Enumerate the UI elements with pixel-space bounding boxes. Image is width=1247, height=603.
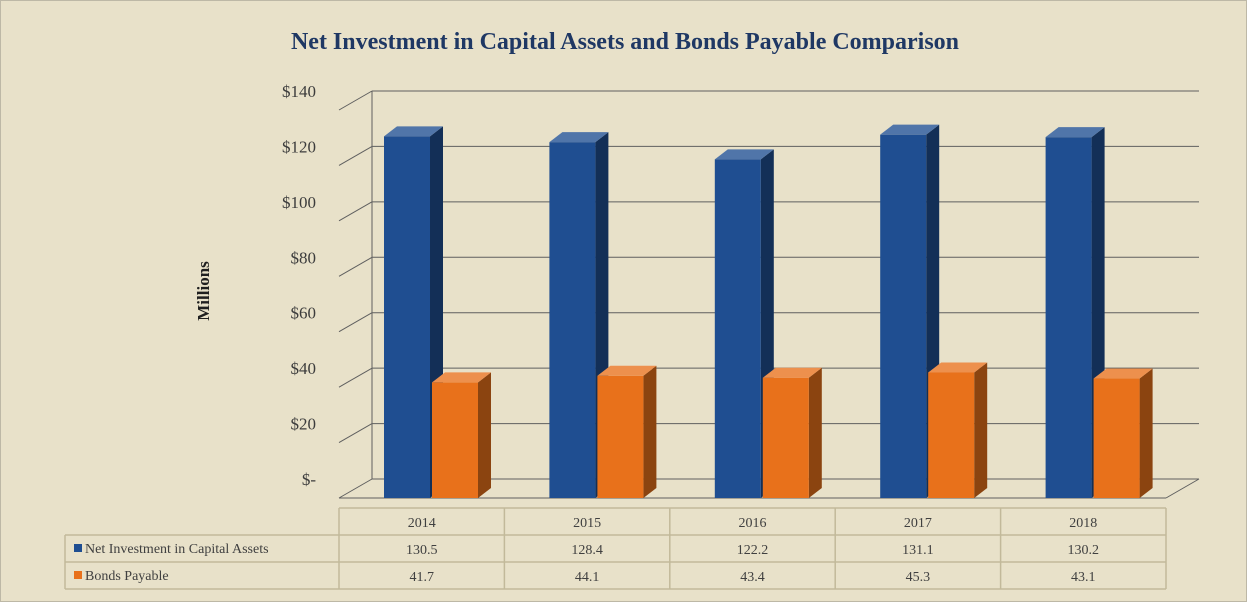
data-label: 41.7 [409, 570, 434, 585]
gridline-side [338, 478, 373, 499]
bar-front [432, 382, 478, 498]
bar-front [549, 142, 596, 499]
bar-side [478, 372, 491, 498]
bar-bonds-payable [1093, 368, 1153, 498]
bar-front [928, 372, 975, 498]
data-label: 43.4 [740, 570, 765, 585]
bar-front [384, 136, 430, 499]
legend-label: Net Investment in Capital Assets [85, 542, 269, 557]
legend-swatch [74, 544, 82, 552]
y-tick-label: $40 [291, 359, 317, 378]
x-tick-label: 2016 [739, 516, 767, 531]
floor-right-edge [1165, 478, 1200, 499]
data-label: 45.3 [906, 570, 931, 585]
data-label: 128.4 [571, 543, 603, 558]
data-label: 130.5 [406, 543, 438, 558]
legend-label: Bonds Payable [85, 569, 169, 584]
y-tick-label: $120 [282, 137, 316, 156]
x-tick-label: 2017 [904, 516, 932, 531]
bar-bonds-payable [597, 365, 657, 498]
y-tick-label: $80 [291, 248, 317, 267]
data-label: 122.2 [737, 543, 769, 558]
data-table: 2014 2015 2016 2017 2018 Net Investment in Ca… [64, 507, 1167, 590]
bar-bonds-payable [432, 372, 491, 498]
bars [384, 124, 1153, 499]
gridline-side [338, 367, 373, 388]
chart-title: Net Investment in Capital Assets and Bon… [291, 29, 959, 55]
y-tick-label: $20 [291, 415, 317, 434]
data-label: 130.2 [1068, 543, 1100, 558]
bar-bonds-payable [928, 362, 988, 498]
gridline-side [338, 90, 373, 111]
x-tick-label: 2018 [1069, 516, 1097, 531]
bar-front [714, 159, 761, 498]
bar-top [928, 362, 988, 373]
y-axis-ticks: $- $20 $40 $60 $80 $100 $120 $140 [282, 82, 316, 489]
data-label: 131.1 [902, 543, 934, 558]
data-label: 43.1 [1071, 570, 1096, 585]
legend-swatch [74, 571, 82, 579]
bar-top [549, 132, 609, 143]
bar-side [808, 367, 822, 498]
bar-front [762, 377, 809, 498]
y-tick-label: $- [302, 470, 317, 489]
bar-top [432, 372, 491, 383]
bar-side [1139, 368, 1153, 498]
bar-front [1045, 137, 1092, 498]
y-tick-label: $140 [282, 82, 316, 101]
bar-top [714, 149, 774, 160]
bar-top [1045, 127, 1105, 138]
bar-side [643, 365, 657, 498]
bar-top [384, 126, 443, 137]
bar-bonds-payable [762, 367, 822, 498]
bar-top [762, 367, 822, 378]
bar-front [880, 134, 927, 498]
y-tick-label: $100 [282, 193, 316, 212]
y-tick-label: $60 [291, 304, 317, 323]
gridline-side [338, 423, 373, 444]
bar-side [974, 362, 988, 498]
bar-front [1093, 378, 1140, 498]
bar-top [597, 365, 657, 376]
gridline-side [338, 312, 373, 333]
data-label: 44.1 [575, 570, 600, 585]
bar-top [1093, 368, 1153, 379]
x-tick-label: 2014 [408, 516, 436, 531]
x-tick-label: 2015 [573, 516, 601, 531]
y-axis-label: Millions [194, 261, 213, 321]
gridline-side [338, 201, 373, 222]
bar-front [597, 375, 644, 498]
gridline-side [338, 145, 373, 166]
gridline-side [338, 256, 373, 277]
bar-net-investment [549, 132, 609, 499]
bar-top [880, 124, 940, 135]
